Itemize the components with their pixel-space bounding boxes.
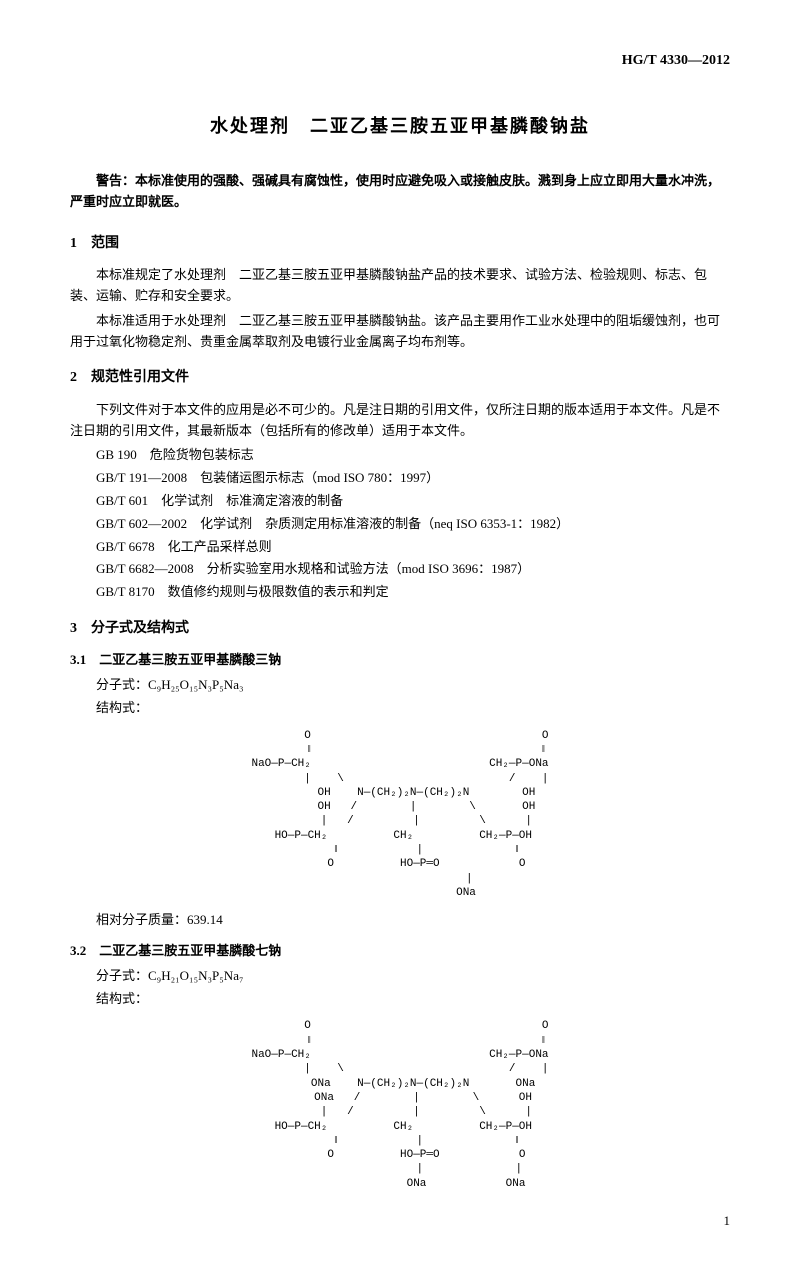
warning-text: 警告：本标准使用的强酸、强碱具有腐蚀性，使用时应避免吸入或接触皮肤。溅到身上应立… (70, 171, 730, 213)
reference-item: GB/T 8170 数值修约规则与极限数值的表示和判定 (96, 582, 730, 603)
subsection-3-1-header: 3.1 二亚乙基三胺五亚甲基膦酸三钠 (70, 650, 730, 671)
mass-value: 639.14 (187, 912, 223, 927)
section-3-header: 3 分子式及结构式 (70, 618, 730, 640)
subsection-3-2-header: 3.2 二亚乙基三胺五亚甲基膦酸七钠 (70, 941, 730, 962)
section-1-para-2: 本标准适用于水处理剂 二亚乙基三胺五亚甲基膦酸钠盐。该产品主要用作工业水处理中的… (70, 311, 730, 353)
formula-label: 分子式： (96, 677, 148, 692)
reference-item: GB/T 602—2002 化学试剂 杂质测定用标准溶液的制备（neq ISO … (96, 514, 730, 535)
references-list: GB 190 危险货物包装标志 GB/T 191—2008 包装储运图示标志（m… (70, 445, 730, 603)
page-number: 1 (70, 1211, 730, 1232)
section-2-para-1: 下列文件对于本文件的应用是必不可少的。凡是注日期的引用文件，仅所注日期的版本适用… (70, 400, 730, 442)
formula-label: 分子式： (96, 968, 148, 983)
reference-item: GB/T 191—2008 包装储运图示标志（mod ISO 780：1997） (96, 468, 730, 489)
struct-label-3-2: 结构式： (70, 989, 730, 1010)
formula-3-2: 分子式：C₉H₂₁O₁₅N₃P₅Na₇ (70, 966, 730, 987)
reference-item: GB 190 危险货物包装标志 (96, 445, 730, 466)
section-2-header: 2 规范性引用文件 (70, 367, 730, 389)
formula-value: C₉H₂₁O₁₅N₃P₅Na₇ (148, 968, 243, 983)
formula-value: C₉H₂₅O₁₅N₃P₅Na₃ (148, 677, 243, 692)
reference-item: GB/T 6678 化工产品采样总则 (96, 537, 730, 558)
structure-diagram-3-2: O O ‖ ‖ NaO—P—CH₂ CH₂—P—ONa | \ / | ONa … (70, 1019, 730, 1191)
reference-item: GB/T 601 化学试剂 标准滴定溶液的制备 (96, 491, 730, 512)
document-code: HG/T 4330—2012 (70, 50, 730, 72)
section-1-para-1: 本标准规定了水处理剂 二亚乙基三胺五亚甲基膦酸钠盐产品的技术要求、试验方法、检验… (70, 265, 730, 307)
reference-item: GB/T 6682—2008 分析实验室用水规格和试验方法（mod ISO 36… (96, 559, 730, 580)
section-1-header: 1 范围 (70, 233, 730, 255)
formula-3-1: 分子式：C₉H₂₅O₁₅N₃P₅Na₃ (70, 675, 730, 696)
struct-label-3-1: 结构式： (70, 698, 730, 719)
mass-3-1: 相对分子质量：639.14 (70, 910, 730, 931)
document-title: 水处理剂 二亚乙基三胺五亚甲基膦酸钠盐 (70, 112, 730, 141)
mass-label: 相对分子质量： (96, 912, 187, 927)
structure-diagram-3-1: O O ‖ ‖ NaO—P—CH₂ CH₂—P—ONa | \ / | OH N… (70, 729, 730, 901)
